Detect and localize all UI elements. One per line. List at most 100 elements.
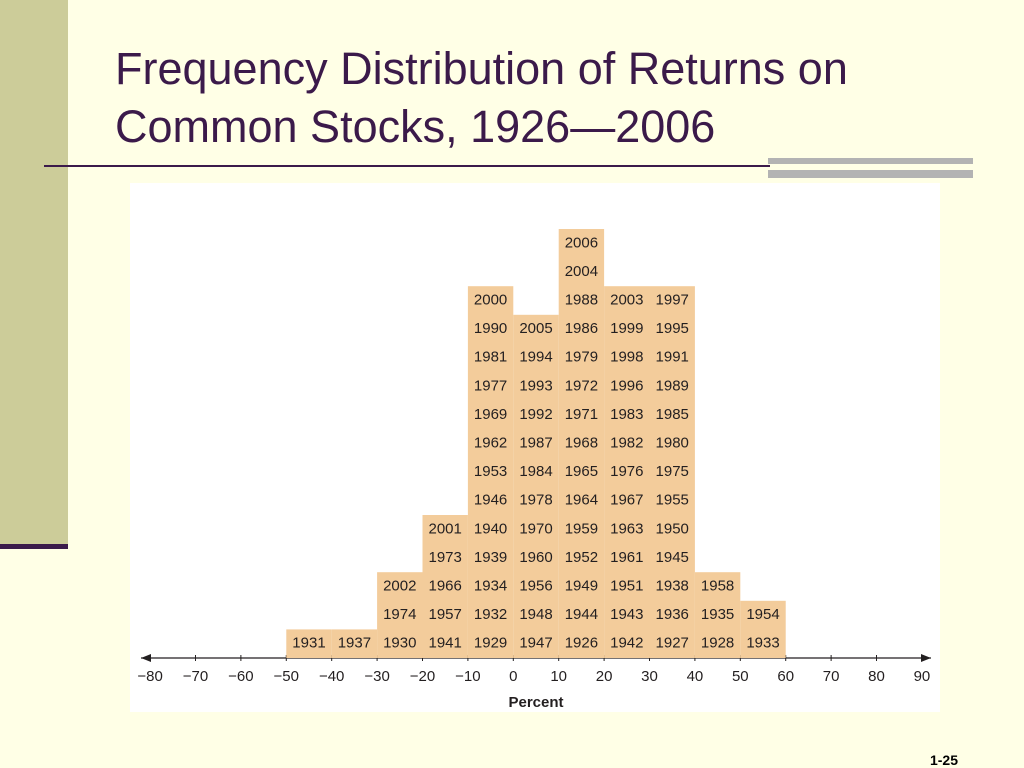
year-label: 1960 [519, 549, 552, 566]
x-tick-label: −40 [319, 668, 344, 685]
year-label: 1966 [429, 577, 462, 594]
year-label: 1996 [610, 377, 643, 394]
x-tick-label: −10 [455, 668, 480, 685]
year-label: 1977 [474, 377, 507, 394]
year-label: 1946 [474, 492, 507, 509]
x-tick-label: −80 [137, 668, 162, 685]
bin-column [740, 600, 786, 658]
bin-column [467, 286, 514, 658]
year-label: 1987 [519, 434, 552, 451]
x-tick-label: 0 [509, 668, 517, 685]
year-label: 1984 [519, 463, 552, 480]
year-label: 1957 [429, 606, 462, 623]
year-label: 1985 [656, 406, 689, 423]
year-label: 2002 [383, 577, 416, 594]
x-tick-label: −60 [228, 668, 253, 685]
year-label: 1979 [565, 349, 598, 366]
bin-column [377, 572, 423, 658]
slide-title: Frequency Distribution of Returns on Com… [115, 43, 848, 152]
year-label: 1971 [565, 406, 598, 423]
x-tick-label: 90 [914, 668, 931, 685]
year-label: 1983 [610, 406, 643, 423]
year-label: 1988 [565, 291, 598, 308]
year-label: 1934 [474, 577, 507, 594]
x-axis-label: Percent [508, 694, 563, 711]
year-label: 1989 [656, 377, 689, 394]
year-label: 1950 [656, 520, 689, 537]
year-label: 1974 [383, 606, 416, 623]
year-label: 2004 [565, 263, 598, 280]
x-tick-label: 20 [596, 668, 613, 685]
year-label: 1939 [474, 549, 507, 566]
page-number: 1-25 [930, 752, 958, 768]
year-label: 1999 [610, 320, 643, 337]
year-label: 1951 [610, 577, 643, 594]
x-tick-label: −70 [183, 668, 208, 685]
year-label: 1961 [610, 549, 643, 566]
year-label: 1998 [610, 349, 643, 366]
title-accent [768, 170, 973, 178]
year-label: 1949 [565, 577, 598, 594]
year-label: 1927 [656, 635, 689, 652]
year-label: 1967 [610, 492, 643, 509]
year-label: 1947 [519, 635, 552, 652]
year-label: 1968 [565, 434, 598, 451]
bin-column [604, 286, 650, 658]
year-label: 1928 [701, 635, 734, 652]
year-label: 1994 [519, 349, 552, 366]
year-label: 1959 [565, 520, 598, 537]
year-label: 1955 [656, 492, 689, 509]
year-label: 1995 [656, 320, 689, 337]
year-label: 1958 [701, 577, 734, 594]
x-tick-label: −20 [410, 668, 435, 685]
bin-column [558, 229, 605, 658]
year-label: 1962 [474, 434, 507, 451]
year-label: 2006 [565, 234, 598, 251]
bin-column [422, 515, 468, 658]
year-label: 1991 [656, 349, 689, 366]
bin-column [649, 286, 695, 658]
year-label: 1992 [519, 406, 552, 423]
year-label: 1970 [519, 520, 552, 537]
x-tick-label: 50 [732, 668, 749, 685]
year-label: 1942 [610, 635, 643, 652]
year-label: 1937 [338, 635, 371, 652]
year-label: 1931 [292, 635, 325, 652]
axis-arrow [921, 654, 931, 662]
year-label: 1932 [474, 606, 507, 623]
year-label: 1978 [519, 492, 552, 509]
year-label: 1954 [746, 606, 779, 623]
year-label: 1948 [519, 606, 552, 623]
year-label: 1975 [656, 463, 689, 480]
year-label: 1963 [610, 520, 643, 537]
year-label: 1972 [565, 377, 598, 394]
year-label: 1976 [610, 463, 643, 480]
axis-arrow [141, 654, 151, 662]
bin-column [694, 572, 741, 658]
year-label: 1990 [474, 320, 507, 337]
bin-column [286, 629, 332, 658]
year-label: 1940 [474, 520, 507, 537]
x-tick-label: 60 [777, 668, 794, 685]
bin-column [513, 314, 559, 658]
title-accent [768, 158, 973, 164]
year-label: 1964 [565, 492, 598, 509]
year-label: 1952 [565, 549, 598, 566]
year-label: 1930 [383, 635, 416, 652]
year-label: 1965 [565, 463, 598, 480]
year-label: 1944 [565, 606, 598, 623]
bin-column [331, 629, 378, 658]
year-label: 2003 [610, 291, 643, 308]
x-tick-label: 10 [550, 668, 567, 685]
x-tick-label: 40 [687, 668, 704, 685]
year-label: 1938 [656, 577, 689, 594]
year-label: 1993 [519, 377, 552, 394]
year-label: 1941 [429, 635, 462, 652]
year-label: 1997 [656, 291, 689, 308]
year-label: 2005 [519, 320, 552, 337]
year-label: 1935 [701, 606, 734, 623]
year-label: 1953 [474, 463, 507, 480]
year-label: 1969 [474, 406, 507, 423]
year-label: 1980 [656, 434, 689, 451]
year-label: 1926 [565, 635, 598, 652]
